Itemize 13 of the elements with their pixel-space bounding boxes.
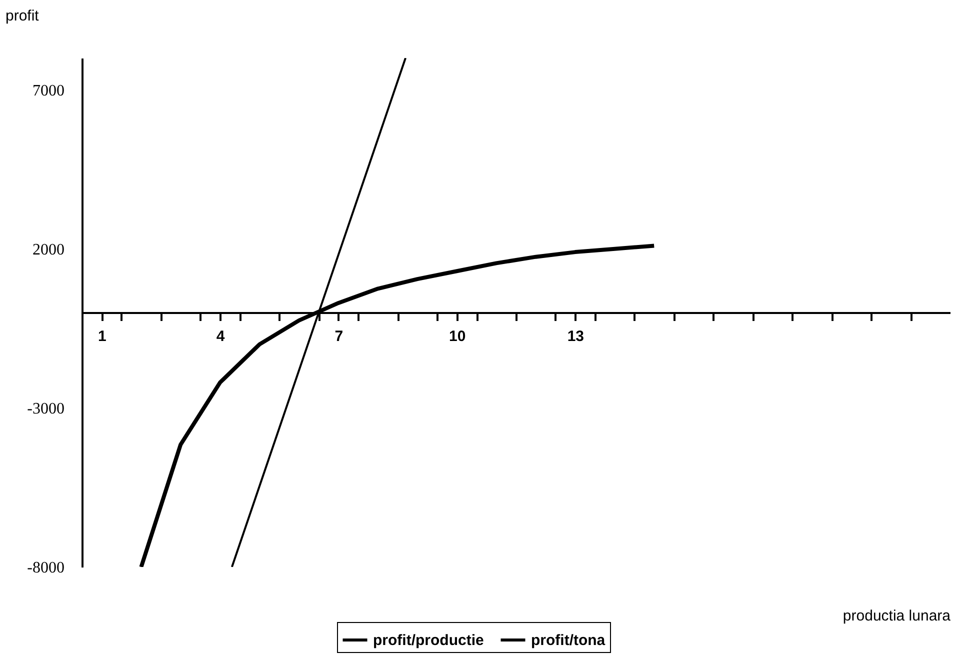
x-tick-label: 13 (567, 328, 584, 345)
x-tick-label: 7 (334, 328, 344, 345)
x-tick-label: 10 (448, 328, 466, 345)
y-tick-label: 7000 (32, 82, 64, 100)
x-tick-label: 1 (98, 328, 106, 345)
y-tick-label: 2000 (32, 241, 64, 258)
legend-label: profit/productie (373, 632, 484, 649)
x-axis-title: productia lunara (842, 608, 952, 624)
legend-label: profit/tona (531, 632, 606, 649)
y-tick-label: -8000 (27, 560, 64, 576)
y-axis-title: profit (6, 8, 40, 24)
y-tick-label: -3000 (27, 400, 64, 418)
x-tick-label: 4 (216, 328, 226, 345)
